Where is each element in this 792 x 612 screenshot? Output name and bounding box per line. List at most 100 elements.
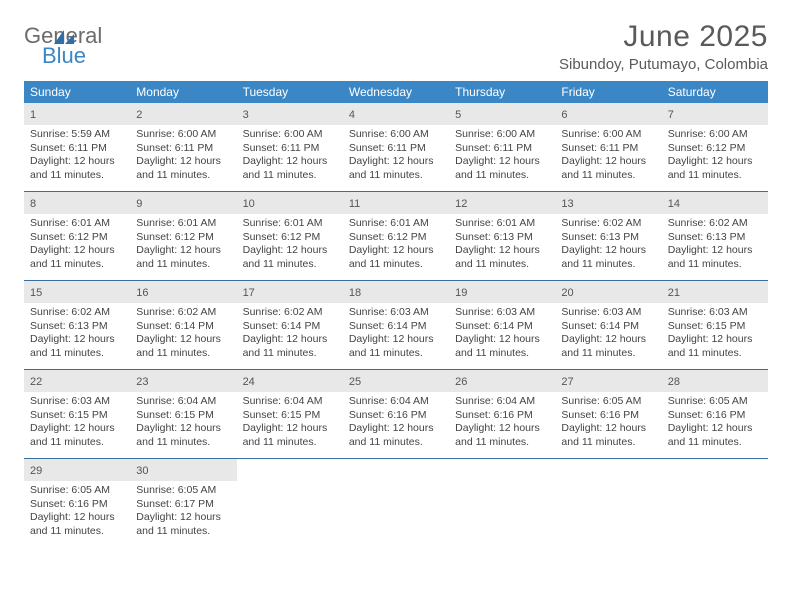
day-cell: 25Sunrise: 6:04 AMSunset: 6:16 PMDayligh…: [343, 370, 449, 458]
day-number: 29: [30, 465, 42, 477]
daylight1-line: Daylight: 12 hours: [455, 244, 549, 258]
sunset-line: Sunset: 6:15 PM: [668, 320, 762, 334]
daylight1-line: Daylight: 12 hours: [561, 333, 655, 347]
sunset-line: Sunset: 6:12 PM: [243, 231, 337, 245]
daylight1-line: Daylight: 12 hours: [668, 333, 762, 347]
daylight2-line: and 11 minutes.: [243, 169, 337, 183]
sunrise-line: Sunrise: 6:04 AM: [136, 395, 230, 409]
sunset-line: Sunset: 6:16 PM: [30, 498, 124, 512]
day-number: 30: [136, 465, 148, 477]
week-row: 29Sunrise: 6:05 AMSunset: 6:16 PMDayligh…: [24, 459, 768, 547]
sunrise-line: Sunrise: 6:05 AM: [30, 484, 124, 498]
day-number-bar: 15: [24, 281, 130, 303]
day-cell: 16Sunrise: 6:02 AMSunset: 6:14 PMDayligh…: [130, 281, 236, 369]
day-cell: 3Sunrise: 6:00 AMSunset: 6:11 PMDaylight…: [237, 103, 343, 191]
day-number: 22: [30, 376, 42, 388]
day-cell: 2Sunrise: 6:00 AMSunset: 6:11 PMDaylight…: [130, 103, 236, 191]
calendar-grid: SundayMondayTuesdayWednesdayThursdayFrid…: [24, 81, 768, 547]
sunset-line: Sunset: 6:17 PM: [136, 498, 230, 512]
sunset-line: Sunset: 6:16 PM: [349, 409, 443, 423]
sunset-line: Sunset: 6:16 PM: [455, 409, 549, 423]
daylight2-line: and 11 minutes.: [136, 258, 230, 272]
day-body: Sunrise: 6:02 AMSunset: 6:13 PMDaylight:…: [24, 303, 130, 367]
day-body: Sunrise: 6:04 AMSunset: 6:16 PMDaylight:…: [343, 392, 449, 456]
dow-label: Saturday: [662, 81, 768, 103]
daylight1-line: Daylight: 12 hours: [243, 244, 337, 258]
daylight2-line: and 11 minutes.: [349, 347, 443, 361]
weeks-container: 1Sunrise: 5:59 AMSunset: 6:11 PMDaylight…: [24, 103, 768, 547]
day-cell: 1Sunrise: 5:59 AMSunset: 6:11 PMDaylight…: [24, 103, 130, 191]
daylight1-line: Daylight: 12 hours: [136, 422, 230, 436]
day-body: Sunrise: 6:04 AMSunset: 6:16 PMDaylight:…: [449, 392, 555, 456]
day-body: Sunrise: 6:00 AMSunset: 6:11 PMDaylight:…: [343, 125, 449, 189]
sunrise-line: Sunrise: 6:05 AM: [668, 395, 762, 409]
daylight1-line: Daylight: 12 hours: [136, 333, 230, 347]
sunset-line: Sunset: 6:12 PM: [30, 231, 124, 245]
day-body: Sunrise: 6:01 AMSunset: 6:13 PMDaylight:…: [449, 214, 555, 278]
sunset-line: Sunset: 6:11 PM: [349, 142, 443, 156]
week-row: 22Sunrise: 6:03 AMSunset: 6:15 PMDayligh…: [24, 370, 768, 459]
sunset-line: Sunset: 6:14 PM: [243, 320, 337, 334]
day-body: Sunrise: 6:04 AMSunset: 6:15 PMDaylight:…: [237, 392, 343, 456]
day-number-bar: 9: [130, 192, 236, 214]
sunrise-line: Sunrise: 6:03 AM: [349, 306, 443, 320]
day-body: Sunrise: 6:03 AMSunset: 6:14 PMDaylight:…: [343, 303, 449, 367]
day-cell: 28Sunrise: 6:05 AMSunset: 6:16 PMDayligh…: [662, 370, 768, 458]
sunrise-line: Sunrise: 6:02 AM: [243, 306, 337, 320]
daylight1-line: Daylight: 12 hours: [455, 333, 549, 347]
day-number-bar: 8: [24, 192, 130, 214]
sunset-line: Sunset: 6:12 PM: [136, 231, 230, 245]
day-body: Sunrise: 6:01 AMSunset: 6:12 PMDaylight:…: [130, 214, 236, 278]
day-number-bar: 10: [237, 192, 343, 214]
sunrise-line: Sunrise: 6:01 AM: [30, 217, 124, 231]
empty-cell: [662, 459, 768, 547]
sunrise-line: Sunrise: 6:00 AM: [136, 128, 230, 142]
sunrise-line: Sunrise: 6:03 AM: [561, 306, 655, 320]
dow-label: Tuesday: [237, 81, 343, 103]
title-block: June 2025 Sibundoy, Putumayo, Colombia: [559, 20, 768, 73]
day-number: 13: [561, 198, 573, 210]
day-cell: 11Sunrise: 6:01 AMSunset: 6:12 PMDayligh…: [343, 192, 449, 280]
sunrise-line: Sunrise: 6:05 AM: [136, 484, 230, 498]
day-body: Sunrise: 6:02 AMSunset: 6:13 PMDaylight:…: [555, 214, 661, 278]
daylight1-line: Daylight: 12 hours: [349, 333, 443, 347]
day-body: Sunrise: 6:05 AMSunset: 6:16 PMDaylight:…: [662, 392, 768, 456]
day-cell: 26Sunrise: 6:04 AMSunset: 6:16 PMDayligh…: [449, 370, 555, 458]
sunrise-line: Sunrise: 6:03 AM: [668, 306, 762, 320]
day-number: 3: [243, 109, 249, 121]
day-cell: 17Sunrise: 6:02 AMSunset: 6:14 PMDayligh…: [237, 281, 343, 369]
daylight2-line: and 11 minutes.: [30, 258, 124, 272]
day-number: 27: [561, 376, 573, 388]
sunrise-line: Sunrise: 6:00 AM: [668, 128, 762, 142]
day-number-bar: 2: [130, 103, 236, 125]
sunset-line: Sunset: 6:12 PM: [668, 142, 762, 156]
daylight1-line: Daylight: 12 hours: [455, 422, 549, 436]
empty-cell: [555, 459, 661, 547]
day-number: 20: [561, 287, 573, 299]
day-cell: 21Sunrise: 6:03 AMSunset: 6:15 PMDayligh…: [662, 281, 768, 369]
day-cell: 8Sunrise: 6:01 AMSunset: 6:12 PMDaylight…: [24, 192, 130, 280]
day-cell: 24Sunrise: 6:04 AMSunset: 6:15 PMDayligh…: [237, 370, 343, 458]
sunset-line: Sunset: 6:13 PM: [561, 231, 655, 245]
day-cell: 9Sunrise: 6:01 AMSunset: 6:12 PMDaylight…: [130, 192, 236, 280]
day-body: Sunrise: 6:00 AMSunset: 6:11 PMDaylight:…: [449, 125, 555, 189]
daylight2-line: and 11 minutes.: [30, 169, 124, 183]
daylight2-line: and 11 minutes.: [349, 258, 443, 272]
day-number: 11: [349, 198, 360, 210]
daylight2-line: and 11 minutes.: [455, 347, 549, 361]
day-cell: 19Sunrise: 6:03 AMSunset: 6:14 PMDayligh…: [449, 281, 555, 369]
daylight1-line: Daylight: 12 hours: [243, 155, 337, 169]
day-number-bar: 5: [449, 103, 555, 125]
sunrise-line: Sunrise: 6:05 AM: [561, 395, 655, 409]
sunrise-line: Sunrise: 6:00 AM: [455, 128, 549, 142]
day-number: 10: [243, 198, 255, 210]
day-number-bar: 1: [24, 103, 130, 125]
daylight1-line: Daylight: 12 hours: [30, 333, 124, 347]
day-number-bar: 16: [130, 281, 236, 303]
sunrise-line: Sunrise: 6:03 AM: [30, 395, 124, 409]
day-number: 15: [30, 287, 42, 299]
sunset-line: Sunset: 6:11 PM: [455, 142, 549, 156]
sunset-line: Sunset: 6:12 PM: [349, 231, 443, 245]
day-body: Sunrise: 6:03 AMSunset: 6:14 PMDaylight:…: [449, 303, 555, 367]
day-body: Sunrise: 6:05 AMSunset: 6:16 PMDaylight:…: [555, 392, 661, 456]
